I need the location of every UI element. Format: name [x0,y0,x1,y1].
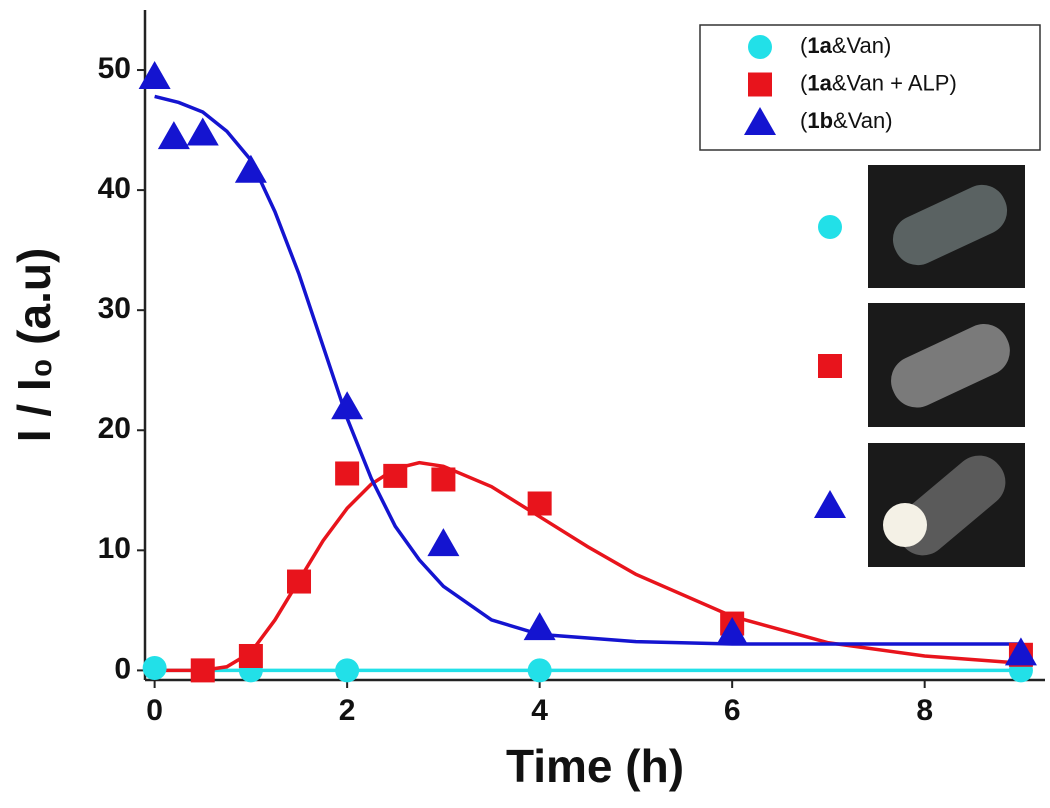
y-tick-label: 40 [98,172,131,205]
photo-key [814,490,846,518]
legend-marker [744,107,776,135]
photo-key [818,354,842,378]
photos [868,165,1025,567]
legend-marker [748,72,772,97]
legend-label-part: &Van) [832,33,892,58]
x-tick-label: 4 [531,694,548,727]
x-tick-label: 8 [916,694,933,727]
y-tick-label: 0 [114,652,131,685]
legend-label-part: 1a [807,33,832,58]
x-tick-label: 0 [146,694,163,727]
legend-label-part: ( [800,70,808,95]
point [190,658,215,683]
legend-label-part: 1a [807,70,832,95]
y-axis-title: I / I₀ (a.u) [8,248,60,443]
legend-marker [748,35,772,59]
point [331,391,364,420]
point [427,528,460,557]
legend-label-part: &Van) [833,108,893,133]
point [335,658,360,683]
y-tick-label: 30 [98,292,131,325]
point [138,61,171,90]
point [527,658,552,683]
legend-label-part: 1b [807,108,833,133]
x-tick-label: 6 [724,694,741,727]
y-tick-label: 10 [98,532,131,565]
point [431,467,456,492]
point [238,643,263,668]
point [142,655,167,680]
point [186,117,219,146]
point [157,121,190,150]
x-axis-title: Time (h) [506,740,684,792]
tube [891,324,1010,408]
point [523,612,556,641]
legend-label-part: ( [800,33,808,58]
point [1004,637,1037,666]
x-tick-label: 2 [339,694,356,727]
legend-label-part: &Van + ALP) [832,70,957,95]
point [383,463,408,488]
photo-key [818,215,842,239]
point [716,616,749,645]
y-tick-label: 50 [98,52,131,85]
legend-label: (1b&Van) [800,108,893,133]
fit-curve [154,94,1021,646]
point [527,491,552,516]
y-tick-label: 20 [98,412,131,445]
point [234,154,267,183]
legend-label-part: ( [800,108,808,133]
legend-label: (1a&Van) [800,33,891,58]
tube [892,184,1008,266]
point [287,569,312,594]
legend-label: (1a&Van + ALP) [800,70,957,95]
point [335,461,360,486]
precipitate [883,503,927,547]
